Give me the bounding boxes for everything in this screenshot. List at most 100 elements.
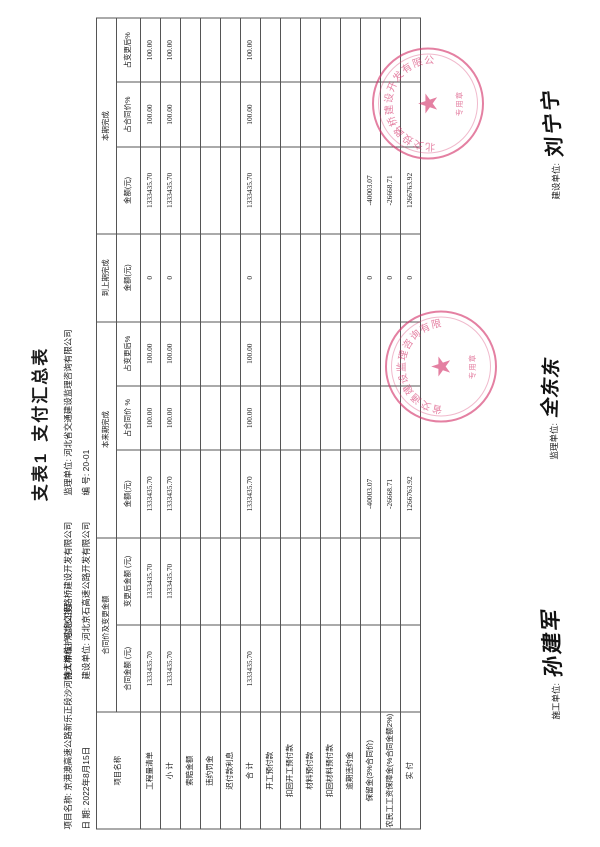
cell-contract-amount [280,624,301,712]
table-row: 迟付款利息 [220,17,241,829]
cell-this-pct-contract [320,385,341,450]
meta-number-value: 20-01 [81,449,91,471]
cell-this-pct-contract [360,385,381,450]
cell-prev-amount: 0 [240,233,261,322]
cell-contract-amount [260,624,281,712]
th-prev-amount: 金额(元) [116,233,141,322]
cell-changed-amount [280,537,301,625]
cell-prev-amount: 0 [140,233,161,322]
meta-owner-value: 河北京石高速公路开发有限公司 [81,521,91,641]
cell-this-pct-changed [400,321,421,386]
cell-this-amount: 1333435.70 [240,449,261,538]
meta-supervisor: 监理单位: 河北省交通建设监理咨询有限公司 [62,329,74,495]
row-label: 迟付款利息 [220,711,241,829]
th-this-pct-changed: 占变更后% [116,321,141,386]
cell-this-pct-changed [300,321,321,386]
cell-prev-amount [180,233,201,322]
cell-changed-amount [360,537,381,625]
cell-contract-amount [400,624,421,712]
cell-cum-pct-changed [260,17,281,82]
cell-this-amount [200,449,221,538]
cell-this-pct-contract [340,385,361,450]
signature-owner-label: 建设单位: [551,162,561,199]
cell-cum-amount: 1333435.70 [160,146,181,234]
meta-project-label: 项目名称: [63,792,73,829]
cell-this-amount: 1333435.70 [160,449,181,538]
table-row: 工程量清单 1333435.70 1333435.70 1333435.70 100.0… [140,17,161,829]
row-label: 开工预付款 [260,711,281,829]
cell-changed-amount [300,537,321,625]
cell-changed-amount [200,537,221,625]
cell-cum-amount: 1333435.70 [140,146,161,234]
cell-contract-amount [320,624,341,712]
th-this-period-group: 本来期完成 [96,321,117,538]
cell-cum-amount [180,146,201,234]
table-body: 工程量清单 1333435.70 1333435.70 1333435.70 100.0… [140,17,421,829]
cell-cum-pct-changed [360,17,381,82]
cell-cum-amount: -26668.71 [380,146,401,234]
cell-contract-amount [380,624,401,712]
cell-cum-amount [200,146,221,234]
table-row: 合 计 1333435.70 1333435.70 100.00 100.00 0 1333… [240,17,261,829]
meta-contractor-label: 施工单位: [63,642,73,679]
cell-prev-amount: 0 [380,233,401,322]
signature-supervisor-value: 全东东 [538,354,564,420]
th-cum-pct-contract: 占合同价% [116,81,141,147]
cell-this-pct-changed [260,321,281,386]
cell-cum-pct-contract [340,81,361,147]
meta-number-label: 编 号: [81,473,91,495]
cell-cum-amount: 1266763.92 [400,146,421,234]
row-label: 逾期违约金 [340,711,361,829]
cell-cum-pct-changed [220,17,241,82]
row-label: 工程量清单 [140,711,161,829]
cell-prev-amount: 0 [360,233,381,322]
cell-this-pct-contract: 100.00 [140,385,161,450]
cell-changed-amount: 1333435.70 [160,537,181,625]
cell-prev-amount [280,233,301,322]
cell-this-pct-changed: 100.00 [240,321,261,386]
row-label: 合 计 [240,711,261,829]
cell-this-pct-contract [260,385,281,450]
cell-this-amount [180,449,201,538]
cell-this-amount [280,449,301,538]
cell-changed-amount [220,537,241,625]
cell-cum-pct-changed [340,17,361,82]
cell-this-pct-changed [200,321,221,386]
cell-cum-pct-changed [400,17,421,82]
th-cum-amount: 金额(元) [116,146,141,234]
cell-changed-amount [380,537,401,625]
cell-cum-pct-changed [300,17,321,82]
row-label: 材料预付款 [300,711,321,829]
cell-prev-amount [220,233,241,322]
table-header-sub-row: 合同金额 (元) 变更后金额 (元) 金额(元) 占合同价 % 占变更后% 金额… [116,17,141,829]
cell-this-pct-contract: 100.00 [160,385,181,450]
cell-this-pct-changed [360,321,381,386]
cell-cum-amount [340,146,361,234]
cell-this-pct-changed: 100.00 [140,321,161,386]
meta-owner: 建设单位: 河北京石高速公路开发有限公司 [80,521,92,679]
row-label: 违约罚金 [200,711,221,829]
cell-cum-pct-contract [220,81,241,147]
table-row: 保留金(3%合同价) -40003.07 0 -40003.07 [360,17,381,829]
table-row: 开工预付款 [260,17,281,829]
cell-changed-amount [180,537,201,625]
cell-cum-pct-changed: 100.00 [160,17,181,82]
table-row: 材料预付款 [300,17,321,829]
cell-this-pct-contract [280,385,301,450]
meta-owner-label: 建设单位: [81,642,91,679]
meta-date-label: 日 期: [81,807,91,829]
th-changed-amount: 变更后金额 (元) [116,537,141,625]
meta-contractor: 施工单位: 河北交投路桥建设开发有限公司 [62,521,74,679]
cell-cum-pct-changed [320,17,341,82]
cell-this-amount: -40003.07 [360,449,381,538]
cell-prev-amount [200,233,221,322]
cell-cum-pct-contract [360,81,381,147]
signature-contractor-value: 孙建军 [537,605,566,678]
cell-this-pct-changed [380,321,401,386]
cell-this-pct-changed [220,321,241,386]
cell-this-pct-contract [200,385,221,450]
table-row: 扣回开工预付款 [280,17,301,829]
cell-cum-amount [260,146,281,234]
cell-cum-pct-contract [180,81,201,147]
